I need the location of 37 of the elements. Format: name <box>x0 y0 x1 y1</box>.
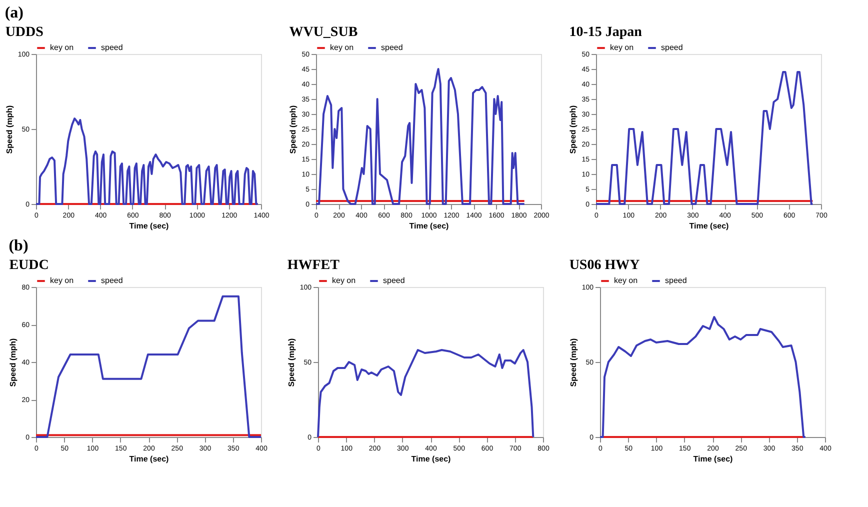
chart-title: US06 HWY <box>569 258 640 273</box>
line-series <box>595 71 814 205</box>
legend-label: speed <box>101 43 123 52</box>
legend-label: key on <box>614 276 638 285</box>
chart-title: HWFET <box>287 258 340 273</box>
legend-label: key on <box>50 43 74 52</box>
legend-label: key on <box>610 43 634 52</box>
legend-label: speed <box>383 276 405 285</box>
chart-title: WVU_SUB <box>289 25 358 40</box>
line-series <box>315 68 526 205</box>
legend-label: key on <box>332 276 356 285</box>
y-axis-title: Speed (mph) <box>4 104 14 154</box>
chart-title: UDDS <box>5 25 44 40</box>
legend-label: speed <box>381 43 403 52</box>
x-axis-title: Time (sec) <box>129 454 170 464</box>
legend-label: key on <box>50 276 74 285</box>
chart-title: EUDC <box>9 258 49 273</box>
x-axis-title: Time (sec) <box>689 222 730 230</box>
line-series <box>317 349 534 438</box>
x-axis-title: Time (sec) <box>129 222 170 230</box>
text: (a) <box>4 4 24 22</box>
y-axis-title: Speed (mph) <box>286 338 296 387</box>
text: (b) <box>8 238 28 254</box>
line-series <box>599 316 806 438</box>
legend-label: speed <box>661 43 683 52</box>
y-axis-title: Speed (mph) <box>8 338 18 387</box>
x-axis-title: Time (sec) <box>411 454 452 464</box>
legend-label: key on <box>330 43 354 52</box>
line-series <box>35 118 259 205</box>
x-axis-title: Time (sec) <box>409 222 450 230</box>
x-axis-title: Time (sec) <box>693 454 734 464</box>
y-axis-title: Speed (mph) <box>568 338 578 387</box>
y-axis-title: Speed (mph) <box>568 104 578 154</box>
y-axis-title: Speed (mph) <box>288 104 298 154</box>
chart-title: 10-15 Japan <box>569 25 642 40</box>
legend-label: speed <box>101 276 123 285</box>
legend-label: speed <box>665 276 687 285</box>
